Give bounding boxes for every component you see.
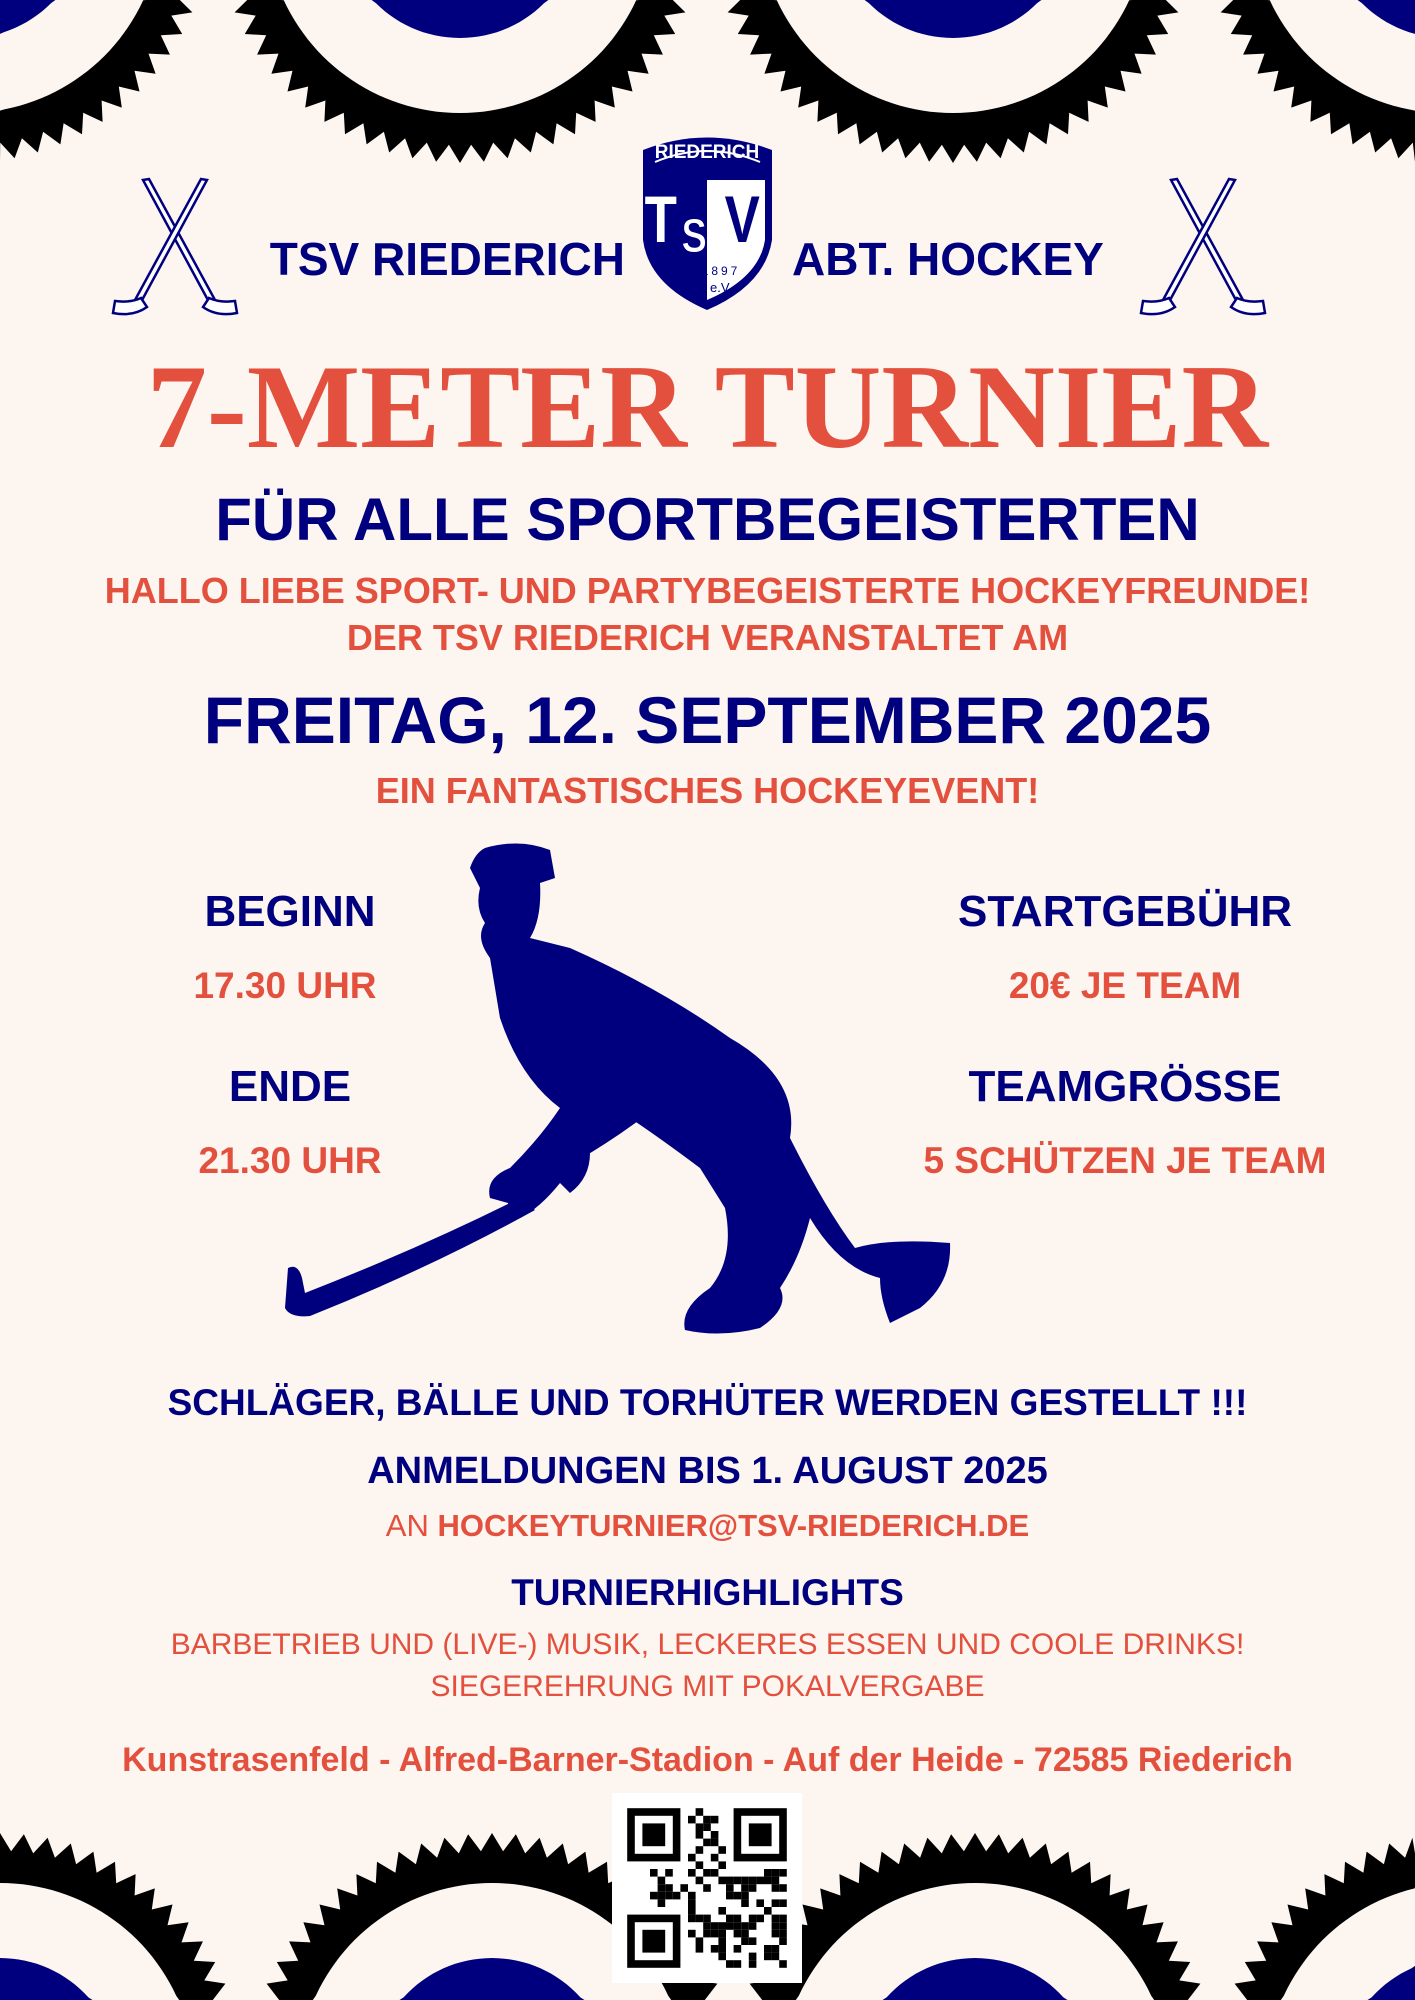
logo-year: 1897 xyxy=(702,264,741,278)
logo-arc-text: RIEDERICH xyxy=(655,142,760,163)
crossed-hockey-sticks-icon xyxy=(111,177,239,316)
qr-code-pattern xyxy=(627,1808,787,1968)
gear-icon xyxy=(0,1833,244,2000)
club-name: TSV RIEDERICH xyxy=(269,233,625,285)
gear-icon xyxy=(216,0,704,163)
intro-line-1: HALLO LIEBE SPORT- UND PARTYBEGEISTERTE … xyxy=(104,570,1311,611)
registration-deadline: ANMELDUNGEN BIS 1. AUGUST 2025 xyxy=(367,1450,1048,1492)
highlights-line-2: SIEGEREHRUNG MIT POKALVERGABE xyxy=(430,1670,985,1703)
fee-value: 20€ JE TEAM xyxy=(1008,965,1242,1006)
begin-value: 17.30 UHR xyxy=(193,965,377,1006)
intro-line-2: DER TSV RIEDERICH VERANSTALTET AM xyxy=(346,617,1069,658)
event-date: FREITAG, 12. SEPTEMBER 2025 xyxy=(203,683,1212,757)
gear-icon xyxy=(1216,1833,1415,2000)
department-name: ABT. HOCKEY xyxy=(792,233,1104,285)
equipment-note: SCHLÄGER, BÄLLE UND TORHÜTER WERDEN GEST… xyxy=(167,1382,1248,1423)
gear-icon xyxy=(0,0,211,163)
gear-icon xyxy=(1202,0,1415,163)
end-label: ENDE xyxy=(228,1062,352,1111)
event-title: 7-METER TURNIER xyxy=(146,340,1269,473)
tsv-riederich-logo: RIEDERICH T S V 1897 e.V. xyxy=(643,137,772,310)
gear-icon xyxy=(731,1833,1219,2000)
registration-email-link[interactable]: HOCKEYTURNIER@TSV-RIEDERICH.DE xyxy=(437,1508,1030,1543)
begin-label: BEGINN xyxy=(204,887,376,936)
team-size-value: 5 SCHÜTZEN JE TEAM xyxy=(923,1140,1327,1181)
hockey-player-silhouette xyxy=(285,843,951,1334)
svg-text:S: S xyxy=(681,210,707,263)
svg-text:T: T xyxy=(645,182,677,256)
registration-prefix: AN xyxy=(385,1508,429,1543)
highlights-heading: TURNIERHIGHLIGHTS xyxy=(511,1572,904,1613)
crossed-hockey-sticks-icon xyxy=(1139,177,1267,316)
highlights-line-1: BARBETRIEB UND (LIVE-) MUSIK, LECKERES E… xyxy=(170,1628,1245,1661)
qr-code[interactable] xyxy=(612,1793,802,1983)
registration-contact: AN HOCKEYTURNIER@TSV-RIEDERICH.DE xyxy=(0,1508,1415,1544)
team-size-label: TEAMGRÖSSE xyxy=(968,1062,1282,1111)
end-value: 21.30 UHR xyxy=(198,1140,382,1181)
gear-icon xyxy=(709,0,1197,163)
event-subtitle: FÜR ALLE SPORTBEGEISTERTEN xyxy=(215,486,1200,553)
fee-label: STARTGEBÜHR xyxy=(957,887,1293,936)
event-tagline: EIN FANTASTISCHES HOCKEYEVENT! xyxy=(375,770,1040,811)
logo-suffix: e.V. xyxy=(710,280,732,295)
location: Kunstrasenfeld - Alfred-Barner-Stadion -… xyxy=(122,1741,1293,1779)
svg-text:V: V xyxy=(725,182,760,256)
